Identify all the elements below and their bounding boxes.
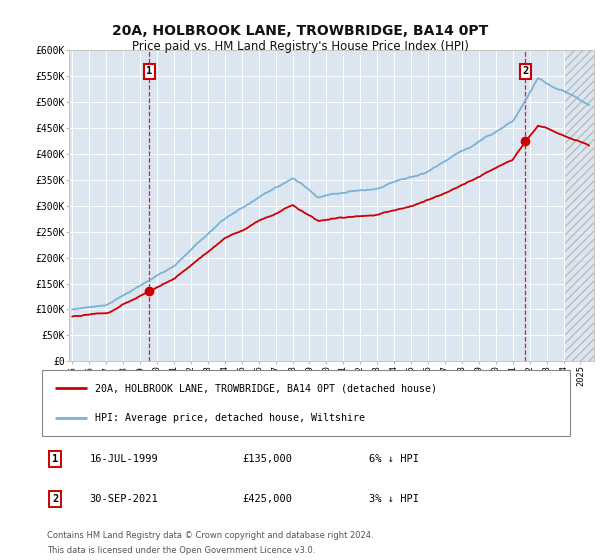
- Text: £425,000: £425,000: [242, 494, 293, 504]
- Text: 6% ↓ HPI: 6% ↓ HPI: [370, 454, 419, 464]
- Text: 20A, HOLBROOK LANE, TROWBRIDGE, BA14 0PT (detached house): 20A, HOLBROOK LANE, TROWBRIDGE, BA14 0PT…: [95, 383, 437, 393]
- Text: 30-SEP-2021: 30-SEP-2021: [89, 494, 158, 504]
- FancyBboxPatch shape: [42, 370, 570, 436]
- Text: 1: 1: [146, 66, 152, 76]
- Text: Price paid vs. HM Land Registry's House Price Index (HPI): Price paid vs. HM Land Registry's House …: [131, 40, 469, 53]
- Text: 2: 2: [522, 66, 529, 76]
- Text: 3% ↓ HPI: 3% ↓ HPI: [370, 494, 419, 504]
- Text: HPI: Average price, detached house, Wiltshire: HPI: Average price, detached house, Wilt…: [95, 413, 365, 423]
- Text: £135,000: £135,000: [242, 454, 293, 464]
- Polygon shape: [565, 50, 594, 361]
- Text: 1: 1: [52, 454, 58, 464]
- Text: 20A, HOLBROOK LANE, TROWBRIDGE, BA14 0PT: 20A, HOLBROOK LANE, TROWBRIDGE, BA14 0PT: [112, 24, 488, 38]
- Text: 2: 2: [52, 494, 58, 504]
- Text: This data is licensed under the Open Government Licence v3.0.: This data is licensed under the Open Gov…: [47, 547, 316, 556]
- Text: 16-JUL-1999: 16-JUL-1999: [89, 454, 158, 464]
- Text: Contains HM Land Registry data © Crown copyright and database right 2024.: Contains HM Land Registry data © Crown c…: [47, 531, 374, 540]
